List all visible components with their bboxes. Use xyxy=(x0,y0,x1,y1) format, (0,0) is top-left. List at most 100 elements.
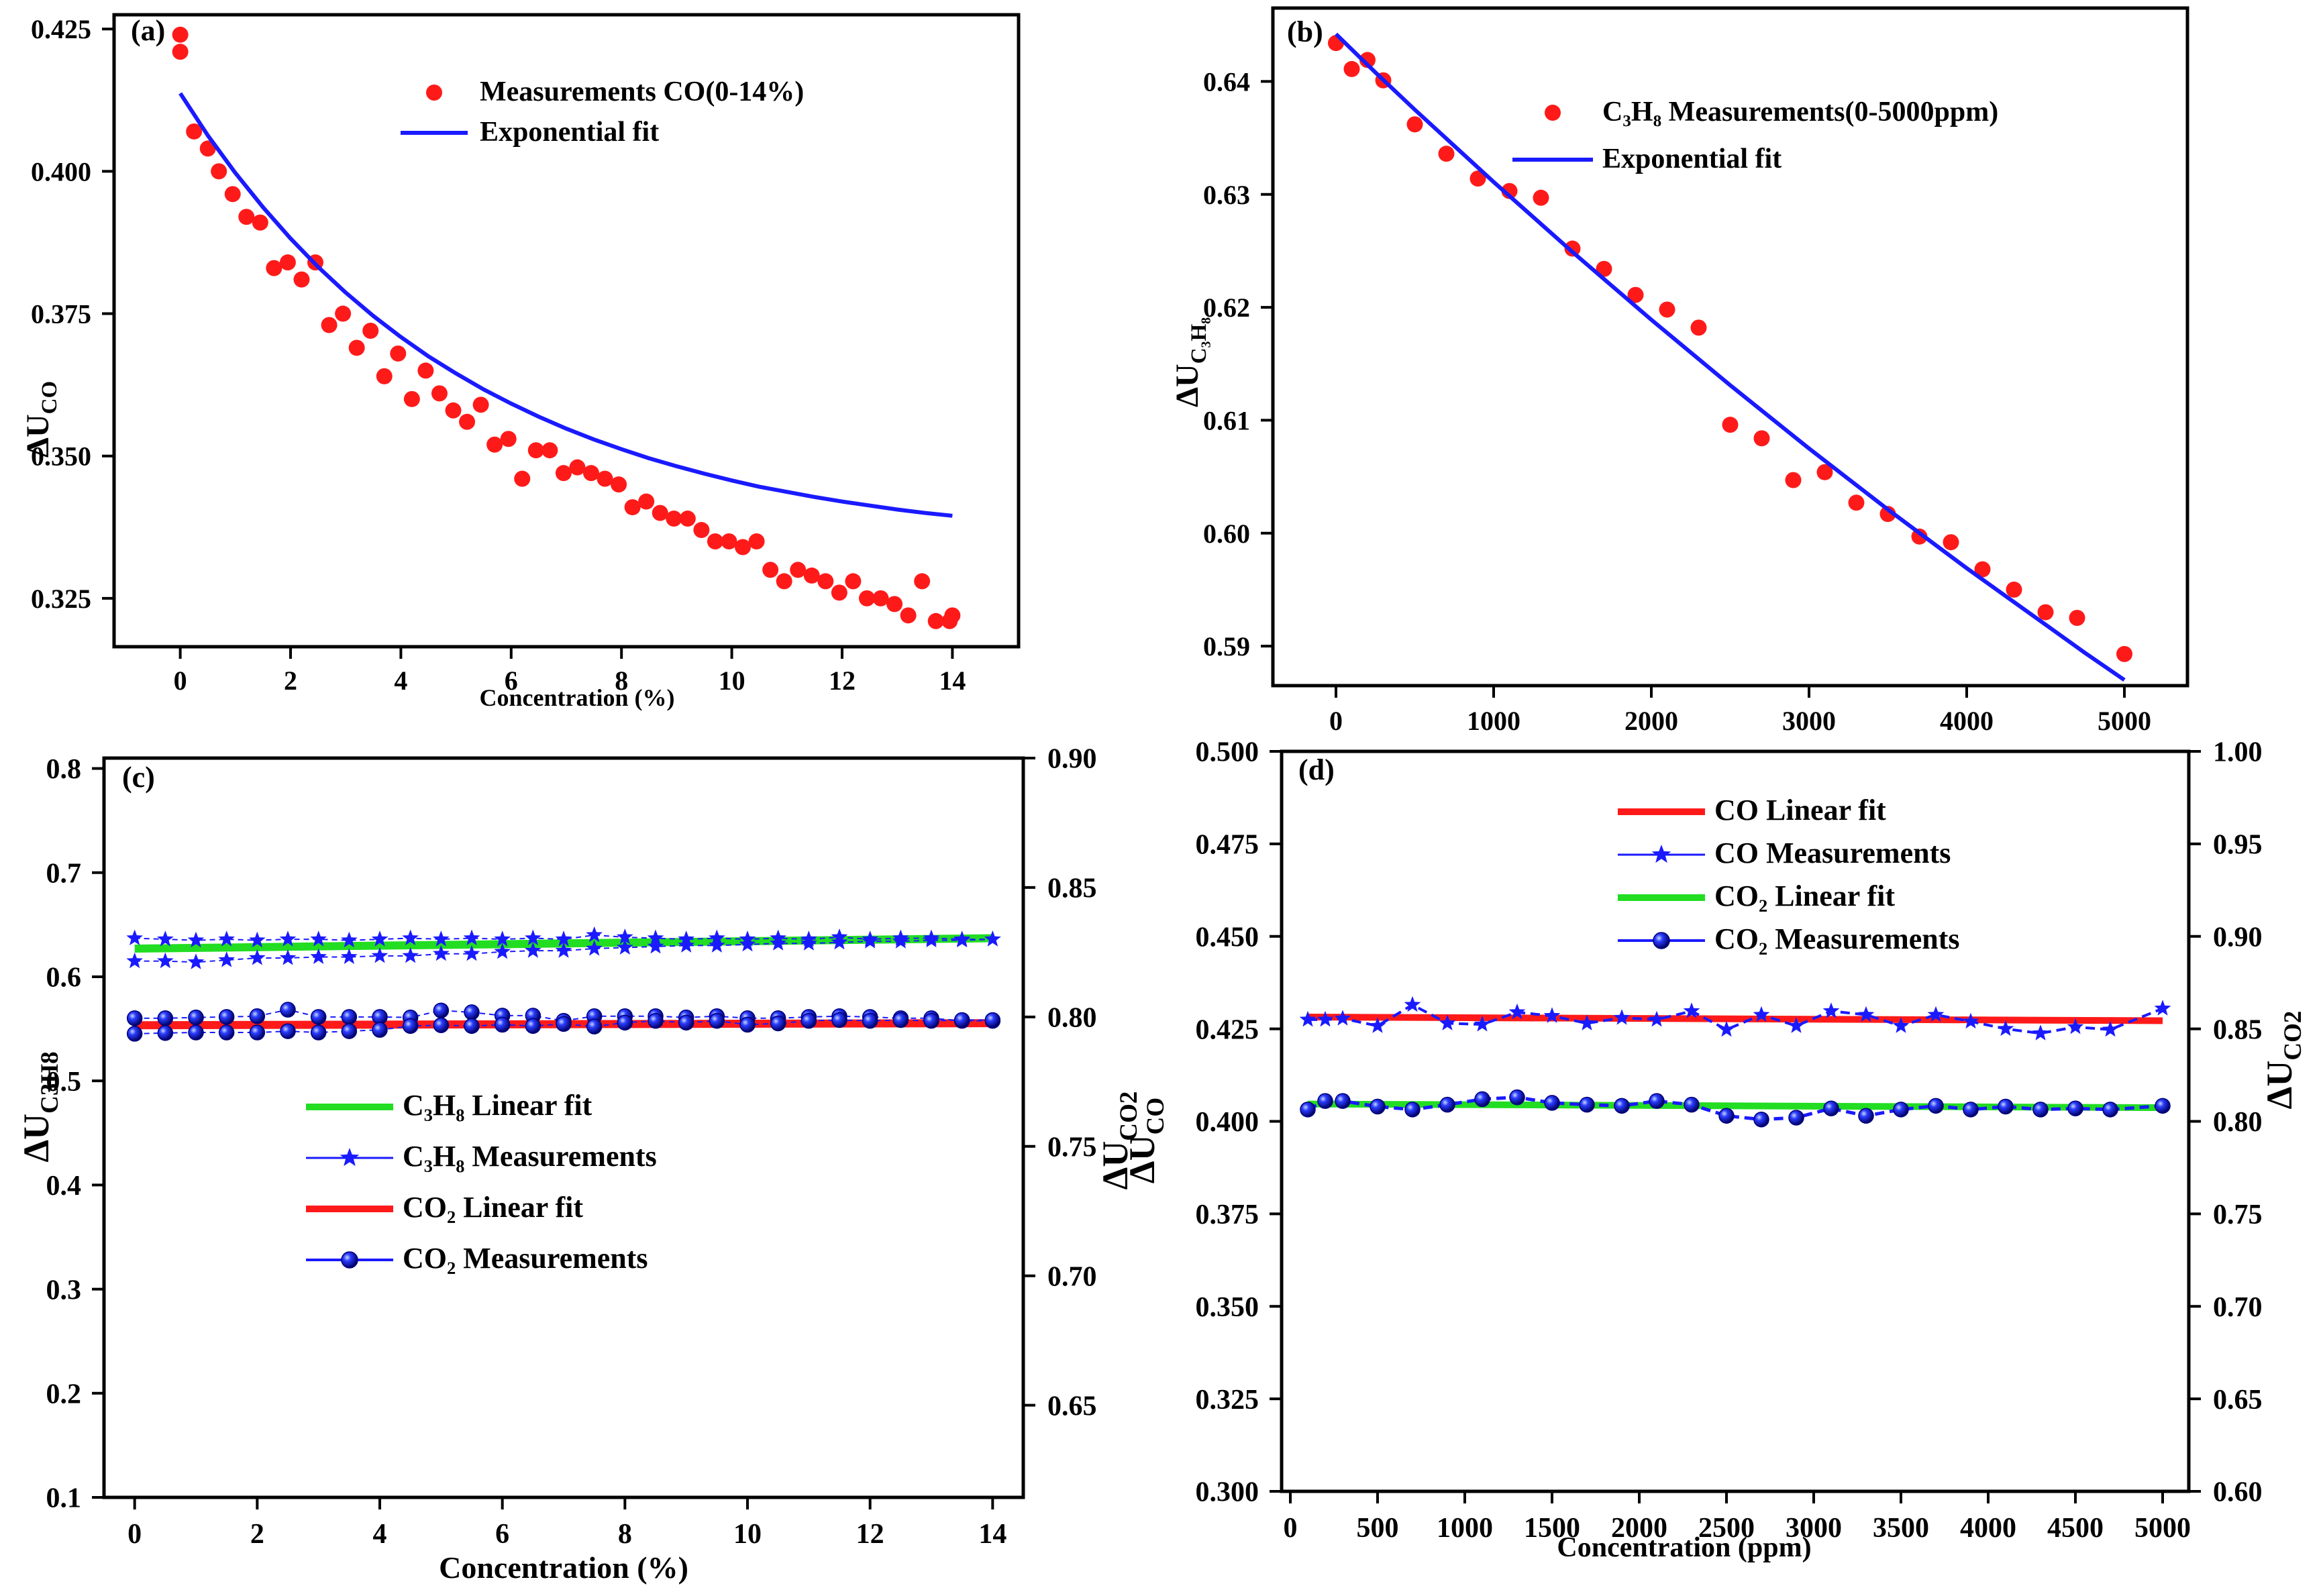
data-point xyxy=(858,590,875,606)
legend-label: C₃H₈ Measurements(0-5000ppm) xyxy=(1602,97,1998,127)
y-axis-title: ΔUCO xyxy=(1122,1098,1170,1183)
data-point xyxy=(817,573,834,590)
ball-marker xyxy=(1370,1098,1386,1115)
y-tick-label: 0.4 xyxy=(46,1171,82,1202)
y2-tick-label: 0.70 xyxy=(2213,1292,2263,1323)
data-point xyxy=(1564,240,1581,257)
y-tick-label: 0.62 xyxy=(1203,292,1250,323)
x-tick-label: 3000 xyxy=(1786,1513,1842,1544)
star-marker xyxy=(1892,1017,1910,1033)
fit-line xyxy=(1334,32,2126,682)
star-marker xyxy=(249,931,266,948)
ball-marker xyxy=(310,1009,327,1025)
data-point xyxy=(638,493,655,510)
data-point xyxy=(348,339,365,356)
star-marker xyxy=(678,937,694,953)
x-tick-label: 2 xyxy=(250,1519,264,1550)
data-point xyxy=(279,254,296,271)
star-marker xyxy=(1683,1002,1700,1018)
data-point xyxy=(500,431,517,447)
ball-marker xyxy=(831,1012,847,1028)
data-point xyxy=(541,442,558,459)
data-point xyxy=(582,465,599,482)
star-marker xyxy=(1718,1020,1735,1037)
star-marker xyxy=(1927,1006,1945,1022)
ball-marker xyxy=(1404,1102,1421,1118)
y2-tick-label: 0.75 xyxy=(1047,1132,1097,1163)
data-point xyxy=(1406,116,1423,133)
legend-label: CO₂ Measurements xyxy=(1714,922,1960,955)
star-marker xyxy=(371,947,389,963)
star-marker xyxy=(341,931,358,948)
y2-tick-label: 0.85 xyxy=(2213,1014,2263,1045)
y-tick-label: 0.350 xyxy=(31,441,91,472)
star-marker xyxy=(2154,1000,2171,1016)
ball-marker xyxy=(1753,1111,1769,1128)
ball-marker xyxy=(1858,1108,1874,1124)
x-tick-label: 3000 xyxy=(1782,706,1836,736)
data-point xyxy=(1359,52,1376,68)
plot-area xyxy=(172,26,961,629)
y-tick-label: 0.5 xyxy=(46,1067,82,1098)
y-tick-label: 0.350 xyxy=(1196,1292,1259,1323)
ball-marker xyxy=(617,1014,633,1031)
x-tick-label: 2500 xyxy=(1698,1513,1755,1544)
data-point xyxy=(417,362,434,379)
ball-marker xyxy=(1718,1108,1735,1124)
x-axis-title: Concentration (ppm) xyxy=(1557,1532,1811,1563)
star-marker xyxy=(1962,1012,1979,1029)
data-point xyxy=(707,533,723,549)
data-point xyxy=(1753,430,1770,447)
data-point xyxy=(1627,286,1644,303)
x-tick-label: 0 xyxy=(127,1519,142,1550)
y-tick-label: 0.60 xyxy=(1203,519,1250,549)
data-point xyxy=(624,499,641,516)
star-marker xyxy=(1613,1009,1631,1025)
star-marker xyxy=(2032,1024,2049,1041)
fit-line xyxy=(178,92,953,518)
ball-marker xyxy=(464,1004,480,1020)
y2-tick-label: 0.65 xyxy=(1047,1391,1097,1422)
plot-frame xyxy=(112,13,1021,649)
data-point xyxy=(238,209,255,225)
y-tick-label: 0.300 xyxy=(1196,1477,1259,1508)
y-axis-title-sub: CO xyxy=(1142,1098,1170,1135)
legend-symbol-star xyxy=(340,1148,360,1167)
data-point xyxy=(845,573,862,590)
star-marker xyxy=(157,930,174,947)
data-point xyxy=(1690,319,1707,336)
data-point xyxy=(721,533,737,549)
y-tick-label: 0.400 xyxy=(1196,1107,1259,1138)
data-point xyxy=(224,186,241,203)
y2-tick-label: 0.70 xyxy=(1047,1261,1097,1292)
ball-marker xyxy=(648,1012,664,1029)
series-connector xyxy=(134,1009,993,1022)
data-point xyxy=(1911,528,1928,545)
ball-marker xyxy=(433,1017,450,1033)
ball-marker xyxy=(2155,1098,2171,1114)
data-point xyxy=(431,385,448,402)
series-connector xyxy=(134,934,993,941)
data-point xyxy=(872,590,889,606)
star-marker xyxy=(463,929,480,945)
data-point xyxy=(886,596,903,613)
series-connector xyxy=(134,939,993,963)
data-point xyxy=(762,562,779,578)
y-tick-label: 0.375 xyxy=(1196,1200,1259,1230)
panel-label: (b) xyxy=(1287,15,1323,48)
star-marker xyxy=(1299,1010,1317,1027)
legend-symbol-dot xyxy=(426,85,442,101)
star-marker xyxy=(1439,1014,1456,1030)
y-axis-title: ΔUC3H8 xyxy=(16,1051,64,1162)
star-marker xyxy=(279,949,297,965)
star-marker xyxy=(923,931,940,948)
ball-marker xyxy=(188,1009,204,1026)
data-point xyxy=(403,390,420,407)
star-marker xyxy=(1508,1003,1526,1020)
legend-symbol-star xyxy=(1651,845,1671,863)
star-marker xyxy=(1317,1010,1334,1027)
y-tick-label: 0.450 xyxy=(1196,922,1259,953)
data-point xyxy=(172,44,189,60)
x-tick-label: 14 xyxy=(978,1519,1006,1550)
star-marker xyxy=(126,929,143,945)
